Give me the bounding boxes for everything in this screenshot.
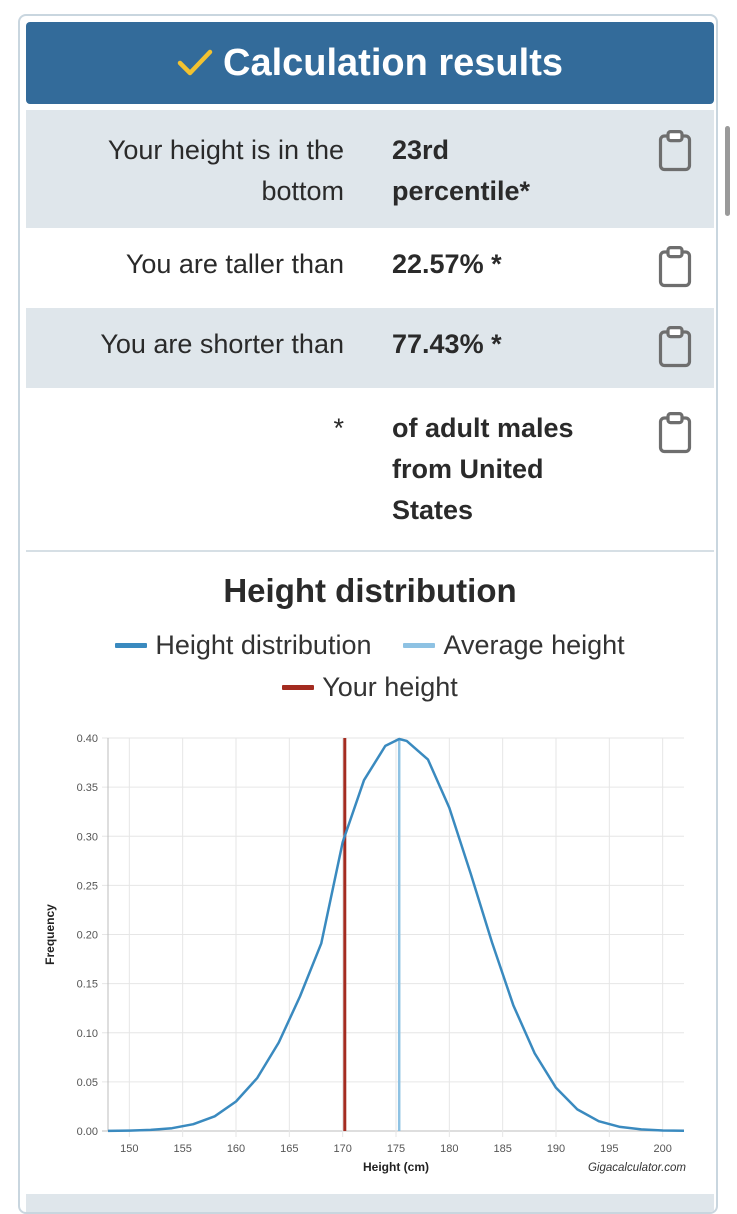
x-tick-label: 170 [333,1143,351,1155]
x-tick-label: 180 [440,1143,458,1155]
x-tick-label: 200 [653,1143,671,1155]
x-axis-label: Height (cm) [363,1160,429,1174]
y-tick-label: 0.20 [77,930,98,942]
y-tick-label: 0.25 [77,880,98,892]
y-tick-label: 0.10 [77,1028,98,1040]
x-tick-label: 175 [387,1143,405,1155]
y-tick-label: 0.00 [77,1126,98,1138]
results-panel: Calculation results Your height is in th… [18,14,718,1214]
height-distribution-chart: 0.00 0.05 0.10 0.15 0.20 0.25 0.30 0.35 0.40 150 1… [20,16,718,1186]
scrollbar-thumb[interactable] [725,126,730,216]
y-tick-label: 0.40 [77,733,98,745]
x-tick-label: 195 [600,1143,618,1155]
y-tick-label: 0.05 [77,1077,98,1089]
x-tick-label: 185 [493,1143,511,1155]
x-tick-label: 150 [120,1143,138,1155]
x-tick-label: 160 [227,1143,245,1155]
x-tick-label: 190 [547,1143,565,1155]
x-tick-label: 165 [280,1143,298,1155]
watermark-text: Gigacalculator.com [588,1162,686,1174]
y-tick-label: 0.35 [77,782,98,794]
y-tick-label: 0.30 [77,831,98,843]
next-section-strip [26,1194,714,1214]
y-tick-label: 0.15 [77,979,98,991]
x-tick-label: 155 [173,1143,191,1155]
y-axis-label: Frequency [43,904,57,965]
